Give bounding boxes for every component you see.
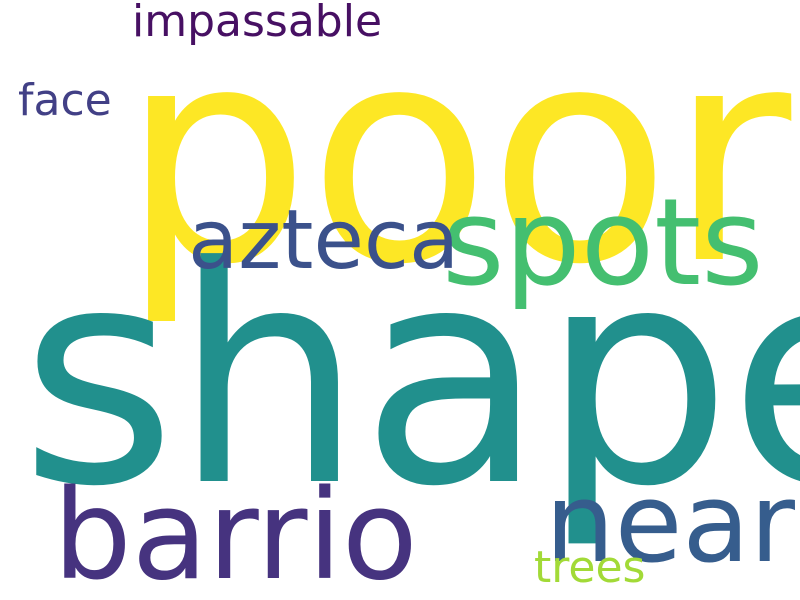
word-poor: poor xyxy=(121,0,791,330)
word-impassable: impassable xyxy=(132,0,383,47)
word-azteca: azteca xyxy=(188,193,460,288)
word-barrio: barrio xyxy=(53,464,418,600)
word-face: face xyxy=(18,75,112,126)
word-near: near xyxy=(545,459,796,587)
word-trees: trees xyxy=(534,542,646,593)
word-shape: shape xyxy=(20,203,800,552)
word-spots: spots xyxy=(442,174,764,313)
